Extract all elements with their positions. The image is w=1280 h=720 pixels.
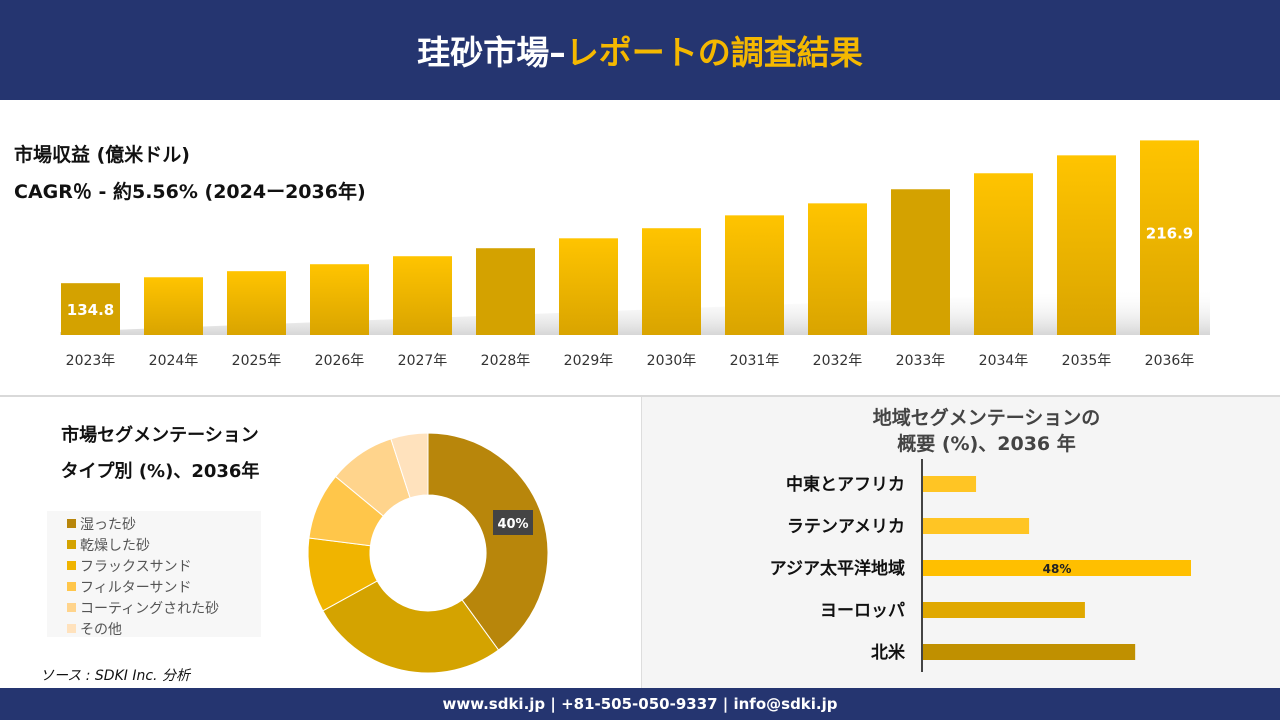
year-tick-label: 2033年 [896,353,946,369]
revenue-bar [642,228,701,335]
legend-swatch [67,603,76,612]
year-tick-label: 2034年 [979,353,1029,369]
cagr-label: CAGR％ - 約5.56% (2024ー2036年) [14,181,366,203]
year-tick-label: 2036年 [1145,353,1195,369]
type-donut-chart: 40% [307,432,549,674]
legend-label: 乾燥した砂 [80,537,150,554]
year-tick-label: 2030年 [647,353,697,369]
bar-value-label: 216.9 [1146,224,1193,242]
revenue-bar [1057,155,1116,335]
revenue-bar [310,264,369,335]
legend-swatch [67,519,76,528]
type-segmentation-panel: 市場セグメンテーション タイプ別 (%)、2036年 湿った砂乾燥した砂フラック… [0,397,640,688]
revenue-bar [61,283,120,335]
year-tick-label: 2031年 [730,353,780,369]
revenue-label: 市場収益 (億米ドル) [14,144,190,166]
source-note: ソース : SDKI Inc. 分析 [40,668,190,684]
year-tick-label: 2032年 [813,353,863,369]
revenue-bar [808,203,867,335]
region-segmentation-panel: 地域セグメンテーションの 概要 (%)、2036 年 中東とアフリカ ラテンアメリ… [641,397,1280,688]
title-accent: レポートの調査結果 [565,33,863,72]
divider [0,395,1280,397]
legend-label: フィルターサンド [80,579,192,596]
region-label: ラテンアメリカ [787,517,905,537]
year-tick-label: 2023年 [66,353,116,369]
legend-label: その他 [80,621,122,638]
revenue-bar [144,277,203,335]
legend-label: フラックスサンド [80,558,192,575]
revenue-bar [559,238,618,335]
legend-label: 湿った砂 [80,516,136,533]
year-tick-label: 2028年 [481,353,531,369]
revenue-section: 市場収益 (億米ドル) CAGR％ - 約5.56% (2024ー2036年) … [0,100,1280,395]
donut-data-label: 40% [497,517,528,532]
legend-swatch [67,540,76,549]
region-label: 北米 [871,642,906,663]
revenue-bar [891,189,950,335]
year-tick-label: 2025年 [232,353,282,369]
region-bar [923,518,1030,534]
region-label: ヨーロッパ [820,601,905,621]
legend-item: コーティングされた砂 [67,597,261,618]
revenue-bar [393,256,452,335]
legend-item: 乾燥した砂 [67,534,261,555]
revenue-bar-chart: 2023年 134.8 2024年 2025年 2026年 2027年 2028年 2029年… [60,140,1210,369]
revenue-bar [725,215,784,335]
donut-label-box [493,510,533,535]
legend-item: その他 [67,618,261,639]
donut-slice [390,432,429,499]
legend-item: フラックスサンド [67,555,261,576]
revenue-bar [974,173,1033,335]
legend-item: 湿った砂 [67,513,261,534]
region-label: アジア太平洋地域 [770,558,905,579]
region-bar [923,644,1136,660]
legend-swatch [67,582,76,591]
title-main: 珪砂市場– [417,33,566,72]
bar-value-label: 134.8 [67,301,114,319]
region-bar [923,560,1191,576]
legend-swatch [67,624,76,633]
year-tick-label: 2026年 [315,353,365,369]
region-data-label: 48% [1043,562,1072,576]
year-tick-label: 2035年 [1062,353,1112,369]
donut-slice [427,432,549,651]
donut-slice [322,580,500,674]
region-bar [923,476,977,492]
region-bar [923,602,1085,618]
year-tick-label: 2027年 [398,353,448,369]
header: 珪砂市場– レポートの調査結果 [0,0,1280,100]
revenue-bar [227,271,286,335]
year-tick-label: 2024年 [149,353,199,369]
type-legend: 湿った砂乾燥した砂フラックスサンド フィルターサンドコーティングされた砂 その他 [47,511,261,639]
type-title-line2: タイプ別 (%)、2036年 [60,461,260,482]
revenue-bar [1140,140,1199,335]
type-title-line1: 市場セグメンテーション [61,425,259,446]
region-title-line2: 概要 (%)、2036 年 [897,433,1076,455]
legend-label: コーティングされた砂 [80,600,220,617]
legend-item: フィルターサンド [67,576,261,597]
region-title-line1: 地域セグメンテーションの [872,407,1101,429]
year-tick-label: 2029年 [564,353,614,369]
region-label: 中東とアフリカ [786,474,905,495]
legend-swatch [67,561,76,570]
revenue-bar [476,248,535,335]
footer-contact: www.sdki.jp | +81-505-050-9337 | info@sd… [0,688,1280,720]
